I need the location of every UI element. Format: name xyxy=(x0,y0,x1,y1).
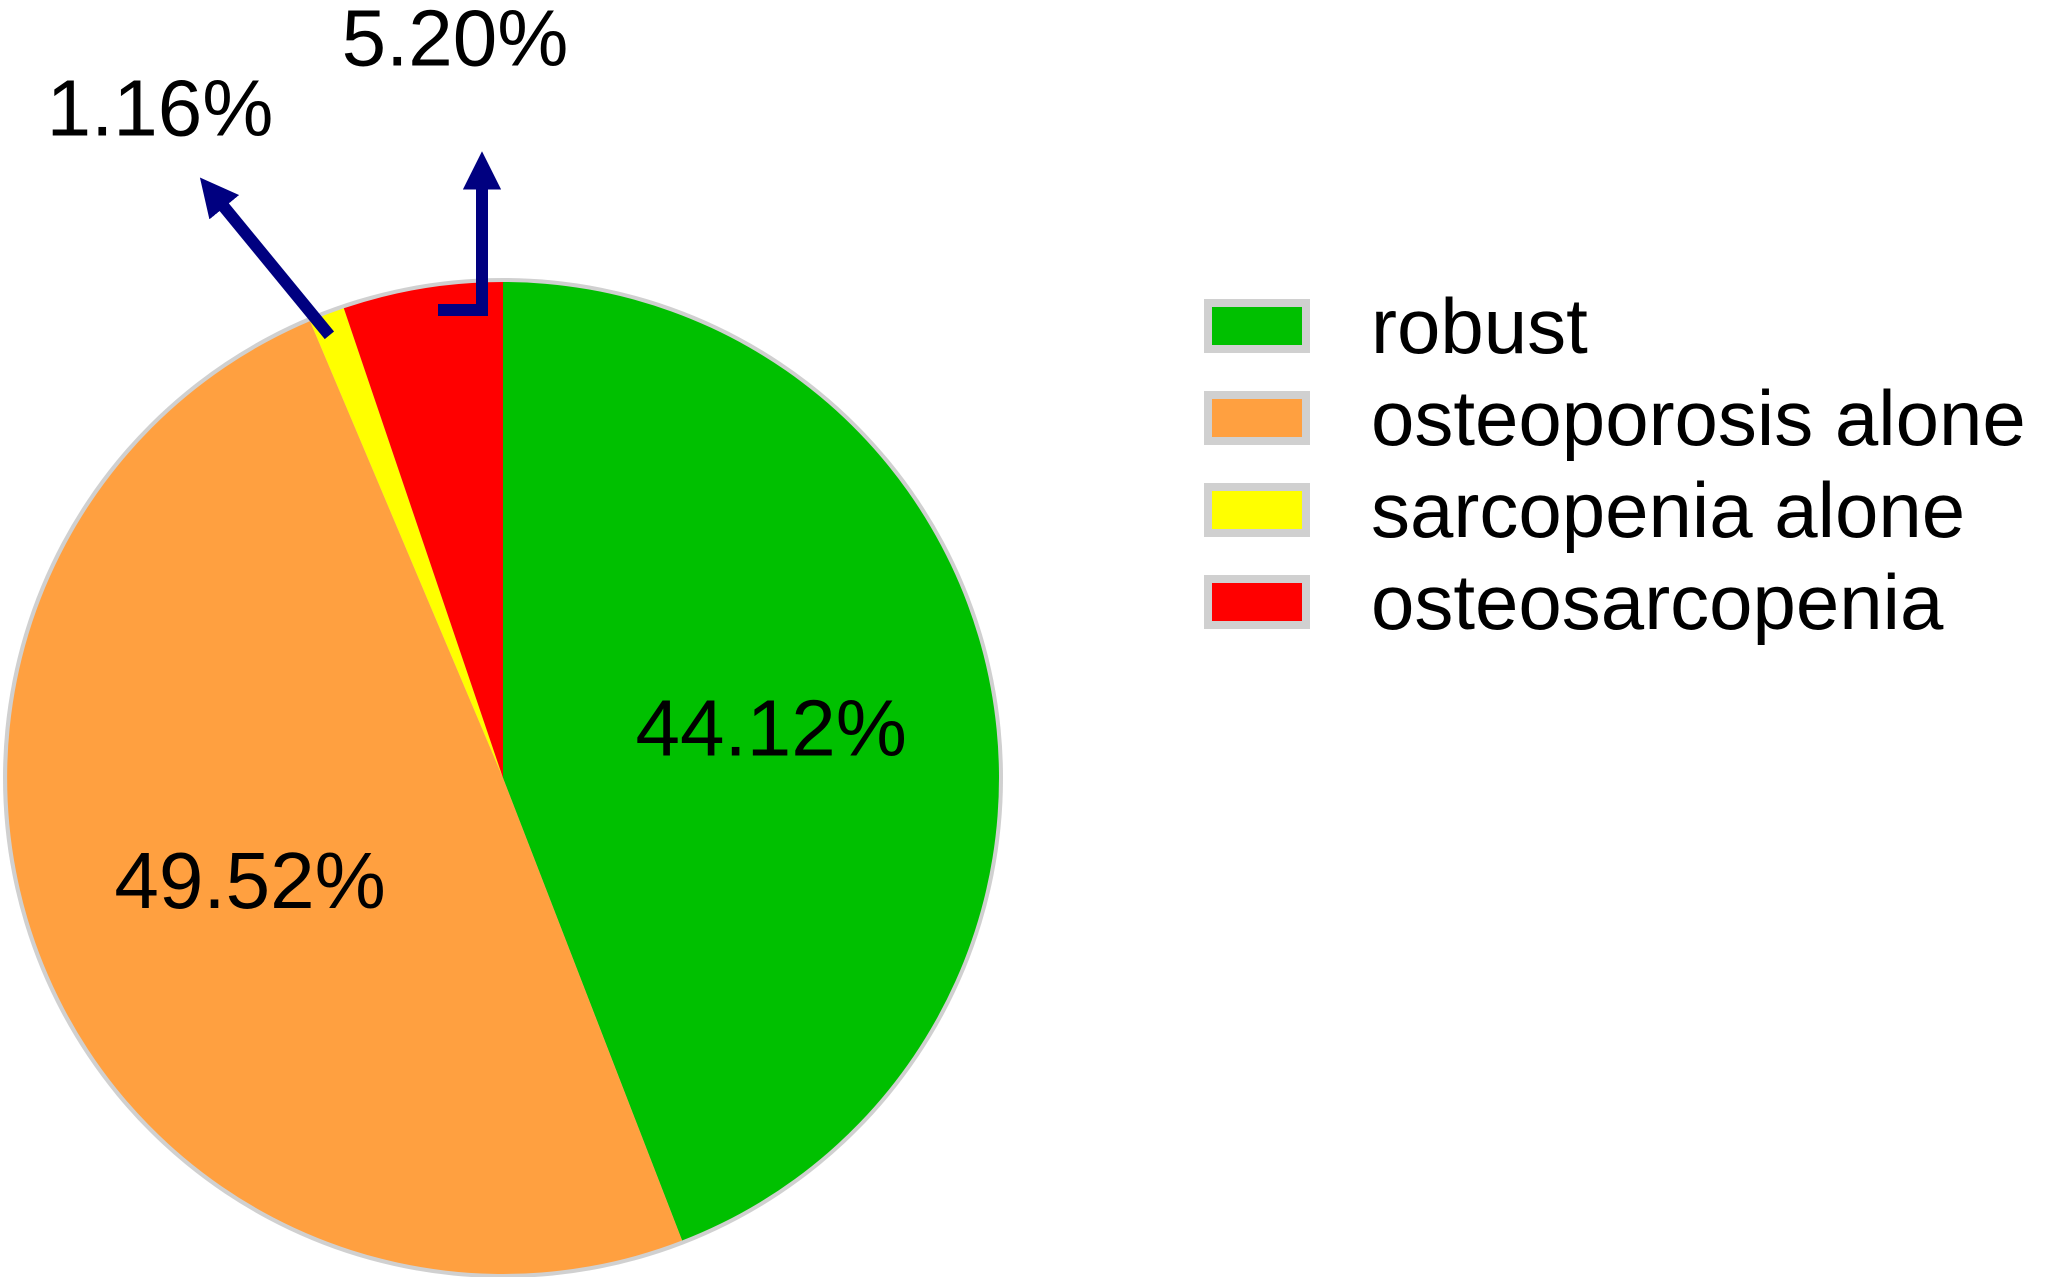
slice-value-label: 1.16% xyxy=(47,64,274,153)
pie-slice-osteosarcopenia xyxy=(343,282,503,778)
pie-slice-osteoporosis-alone xyxy=(7,321,683,1274)
callout-arrows xyxy=(199,151,502,340)
slice-value-label: 5.20% xyxy=(342,0,569,83)
legend-label: osteoporosis alone xyxy=(1371,374,2026,462)
slice-value-label: 44.12% xyxy=(636,683,907,772)
pie-slice-robust xyxy=(503,282,999,1241)
legend-item: osteoporosis alone xyxy=(1204,374,2026,462)
legend-swatch xyxy=(1204,483,1310,537)
legend-label: robust xyxy=(1371,282,1588,370)
legend-item: osteosarcopenia xyxy=(1204,558,1944,646)
slice-labels: 44.12% 49.52% 1.16% 5.20% xyxy=(47,0,907,925)
legend-swatch xyxy=(1204,391,1310,445)
pie-slices xyxy=(7,282,999,1274)
legend-item: sarcopenia alone xyxy=(1204,466,1965,554)
legend-item: robust xyxy=(1204,282,1588,370)
legend-swatch xyxy=(1204,299,1310,353)
callout-arrow xyxy=(438,151,502,316)
legend-label: sarcopenia alone xyxy=(1371,466,1965,554)
pie-slice-sarcopenia-alone xyxy=(310,308,503,778)
legend-label: osteosarcopenia xyxy=(1371,558,1944,646)
callout-arrow xyxy=(199,177,335,340)
slice-value-label: 49.52% xyxy=(114,836,385,925)
legend-swatch xyxy=(1204,575,1310,629)
